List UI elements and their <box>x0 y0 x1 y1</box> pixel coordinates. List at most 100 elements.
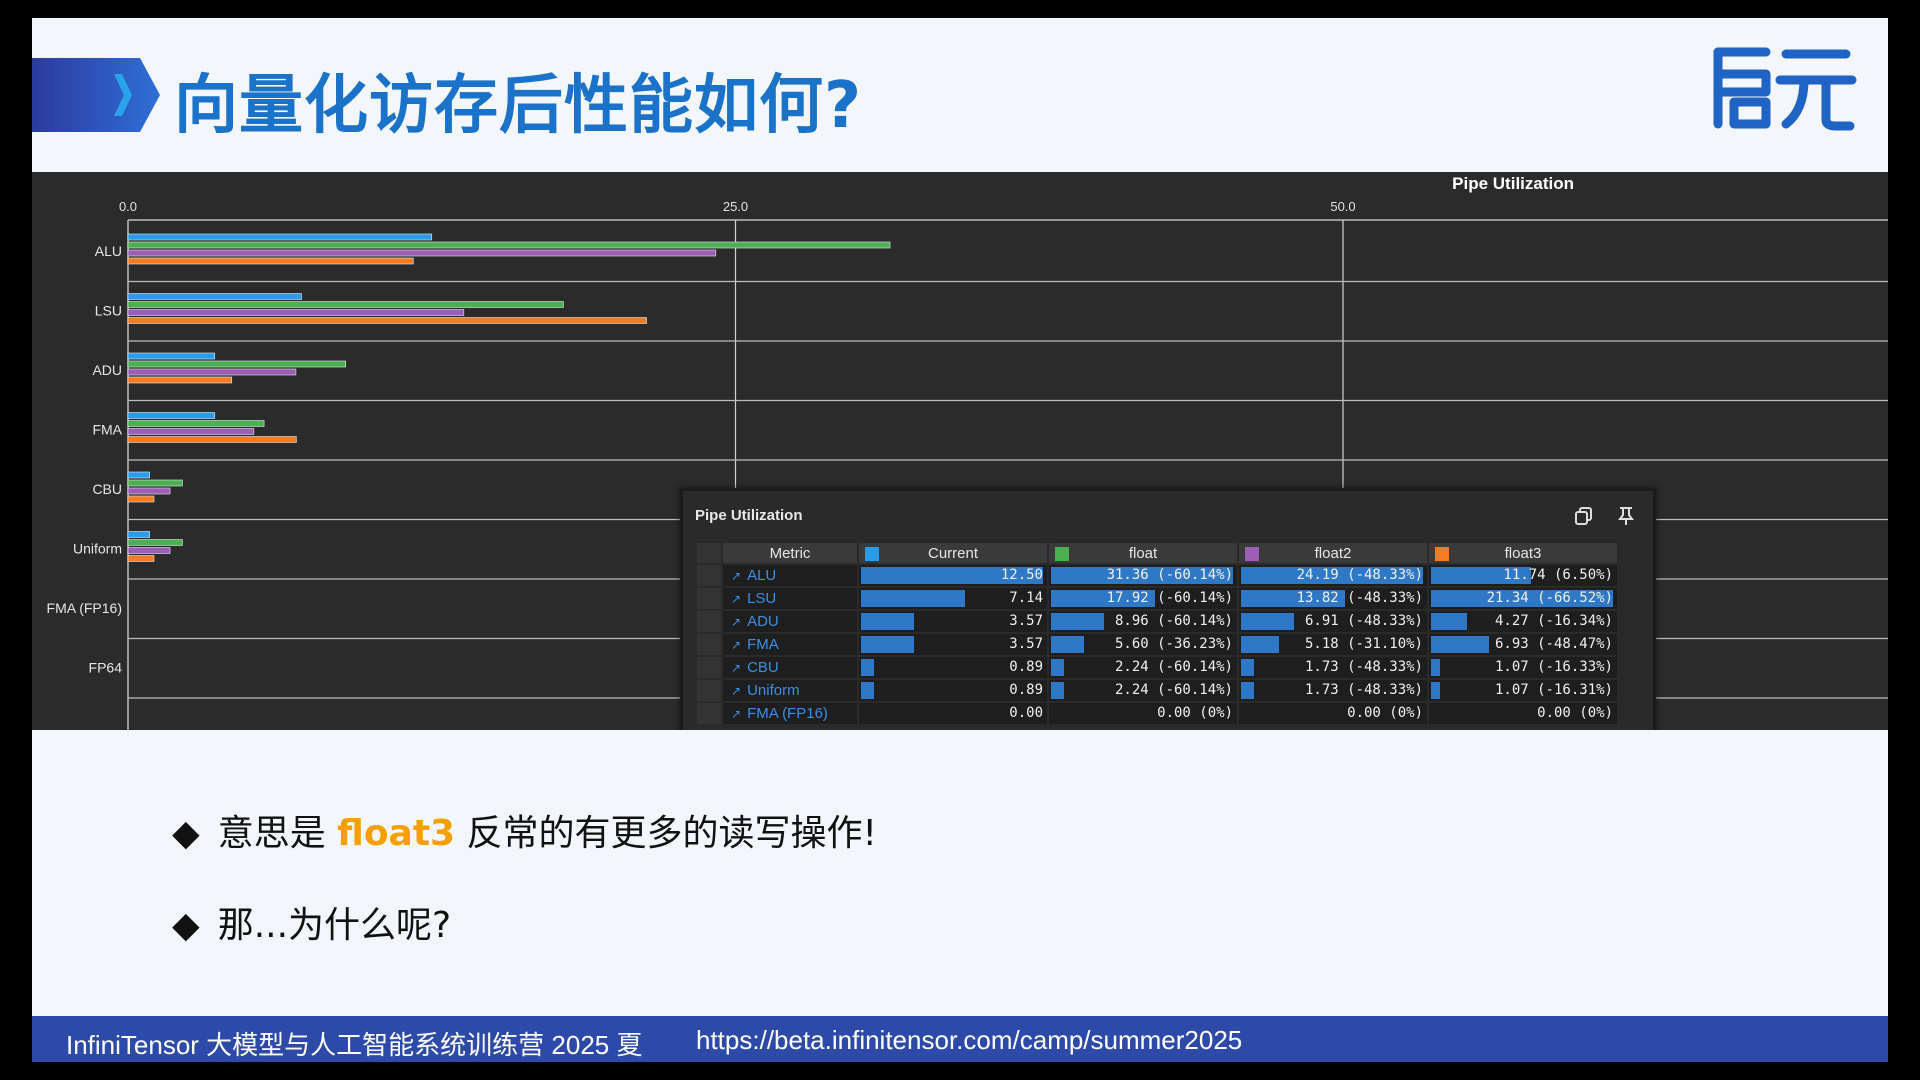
row-drag-handle[interactable] <box>697 588 721 609</box>
bar-float-LSU[interactable] <box>127 301 564 308</box>
bar-Current-ALU[interactable] <box>127 233 433 241</box>
value-cell: 0.89 <box>859 680 1047 701</box>
row-drag-handle[interactable] <box>697 611 721 632</box>
value-text: 0.00 (0%) <box>1157 705 1233 721</box>
bar-float2-LSU[interactable] <box>127 309 465 316</box>
metric-name[interactable]: LSU <box>747 590 777 607</box>
diamond-icon: ◆ <box>172 813 200 854</box>
bar-float3-ALU[interactable] <box>127 257 414 265</box>
row-drag-handle[interactable] <box>697 565 721 586</box>
metric-cell[interactable]: ↗ FMA (FP16) <box>723 703 857 724</box>
link-arrow-icon[interactable]: ↗ <box>731 638 742 652</box>
link-arrow-icon[interactable]: ↗ <box>731 569 742 583</box>
row-drag-handle[interactable] <box>697 703 721 724</box>
column-header-float[interactable]: float <box>1049 543 1237 563</box>
value-text: 0.89 <box>1009 659 1043 675</box>
page-title: 向量化访存后性能如何? <box>174 69 863 143</box>
value-text: 5.60 (-36.23%) <box>1114 636 1233 652</box>
bullet-1-text-end: 反常的有更多的读写操作! <box>455 813 877 854</box>
legend-swatch <box>1055 547 1069 561</box>
column-header-float3[interactable]: float3 <box>1429 543 1617 563</box>
bar-float-ALU[interactable] <box>127 241 891 249</box>
link-arrow-icon[interactable]: ↗ <box>731 592 742 606</box>
value-bar <box>1051 613 1104 630</box>
bar-float3-FMA[interactable] <box>127 436 297 443</box>
bar-float-FMA[interactable] <box>127 420 265 427</box>
brand-logo <box>1713 47 1857 131</box>
metric-cell[interactable]: ↗ ALU <box>723 565 857 586</box>
metric-cell[interactable]: ↗ Uniform <box>723 680 857 701</box>
value-bar <box>861 636 914 653</box>
bar-float-ADU[interactable] <box>127 360 347 368</box>
row-drag-handle[interactable] <box>697 634 721 655</box>
copy-icon[interactable] <box>1573 505 1595 527</box>
bar-float3-LSU[interactable] <box>127 317 647 324</box>
value-bar <box>1241 590 1345 607</box>
value-text: 3.57 <box>1009 613 1043 629</box>
value-cell: 3.57 <box>859 634 1047 655</box>
column-header-label: Current <box>927 544 979 562</box>
bar-float3-CBU[interactable] <box>127 495 155 503</box>
value-bar <box>861 590 965 607</box>
value-text: 4.27 (-16.34%) <box>1494 613 1613 629</box>
column-header-Current[interactable]: Current <box>859 543 1047 563</box>
link-arrow-icon[interactable]: ↗ <box>731 615 742 629</box>
bar-Current-ADU[interactable] <box>127 352 216 360</box>
bullet-1-highlight: float3 <box>337 813 456 854</box>
bar-float-CBU[interactable] <box>127 479 183 487</box>
value-bar <box>861 682 874 699</box>
table-row: ↗ LSU 7.14 17.92 (-60.14%) 13.82 (-48.33%) 21… <box>697 588 1617 609</box>
row-drag-handle[interactable] <box>697 680 721 701</box>
metric-name[interactable]: CBU <box>747 659 779 676</box>
chart-title: Pipe Utilization <box>1452 174 1574 193</box>
link-arrow-icon[interactable]: ↗ <box>731 684 742 698</box>
value-bar <box>1051 636 1084 653</box>
bar-float2-Uniform[interactable] <box>127 547 171 554</box>
link-arrow-icon[interactable]: ↗ <box>731 661 742 675</box>
metric-cell[interactable]: ↗ LSU <box>723 588 857 609</box>
row-drag-handle[interactable] <box>697 657 721 678</box>
footer-camp-title: InfiniTensor 大模型与人工智能系统训练营 2025 夏 <box>66 1030 643 1060</box>
metric-cell[interactable]: ↗ CBU <box>723 657 857 678</box>
bar-float2-ADU[interactable] <box>127 368 297 376</box>
metric-name[interactable]: FMA <box>747 636 779 653</box>
table-row: ↗ FMA 3.57 5.60 (-36.23%) 5.18 (-31.10%) 6.93… <box>697 634 1617 655</box>
value-text: 6.91 (-48.33%) <box>1304 613 1423 629</box>
metric-cell[interactable]: ↗ FMA <box>723 634 857 655</box>
value-bar <box>1051 682 1064 699</box>
bar-Current-LSU[interactable] <box>127 293 302 300</box>
bar-Current-Uniform[interactable] <box>127 531 150 538</box>
value-cell: 2.24 (-60.14%) <box>1049 680 1237 701</box>
footer-url[interactable]: https://beta.infinitensor.com/camp/summe… <box>696 1025 1243 1055</box>
bar-float-Uniform[interactable] <box>127 539 183 546</box>
metric-name[interactable]: ALU <box>747 567 777 584</box>
bar-float3-ADU[interactable] <box>127 376 233 384</box>
value-bar <box>1431 682 1441 699</box>
bar-Current-FMA[interactable] <box>127 412 216 419</box>
table-row: ↗ Uniform 0.89 2.24 (-60.14%) 1.73 (-48.33%)… <box>697 680 1617 701</box>
column-header-Metric[interactable]: Metric <box>723 543 857 563</box>
bar-Current-CBU[interactable] <box>127 471 150 479</box>
value-text: 0.89 <box>1009 682 1043 698</box>
value-cell: 4.27 (-16.34%) <box>1429 611 1617 632</box>
title-chevron-icon <box>32 58 160 132</box>
metric-name[interactable]: Uniform <box>747 682 800 699</box>
value-cell: 21.34 (-66.52%) <box>1429 588 1617 609</box>
metric-name[interactable]: ADU <box>747 613 779 630</box>
value-cell: 1.73 (-48.33%) <box>1239 680 1427 701</box>
column-header-label: float <box>1128 544 1158 562</box>
bar-float2-FMA[interactable] <box>127 428 255 435</box>
column-header-float2[interactable]: float2 <box>1239 543 1427 563</box>
metric-cell[interactable]: ↗ ADU <box>723 611 857 632</box>
link-arrow-icon[interactable]: ↗ <box>731 707 742 721</box>
pin-icon[interactable] <box>1615 505 1637 527</box>
bar-float2-ALU[interactable] <box>127 249 717 257</box>
value-text: 0.00 <box>1009 705 1043 721</box>
value-text: 11.74 (6.50%) <box>1503 567 1613 583</box>
metric-name[interactable]: FMA (FP16) <box>747 705 828 722</box>
value-text: 31.36 (-60.14%) <box>1106 567 1233 583</box>
value-text: 1.07 (-16.31%) <box>1494 682 1613 698</box>
bar-float2-CBU[interactable] <box>127 487 171 495</box>
bar-float3-Uniform[interactable] <box>127 555 155 562</box>
value-text: 8.96 (-60.14%) <box>1114 613 1233 629</box>
